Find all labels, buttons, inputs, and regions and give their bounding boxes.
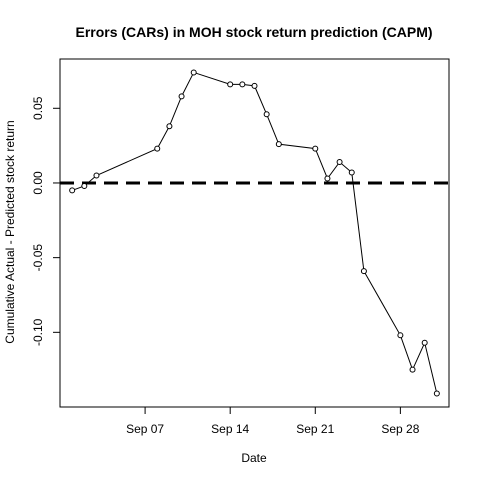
data-point	[190, 69, 197, 76]
data-point	[239, 81, 246, 88]
y-tick-label: 0.05	[31, 96, 45, 120]
y-tick-label: -0.05	[31, 244, 45, 272]
data-point	[360, 268, 367, 275]
y-tick-label: 0.00	[31, 171, 45, 195]
data-point	[166, 123, 173, 130]
data-point	[263, 111, 270, 118]
x-tick-label: Sep 28	[381, 422, 419, 436]
x-axis-label: Date	[241, 451, 267, 465]
chart-marks: Sep 07 Sep 14 Sep 21 Sep 28 0.05 0.00 -0.05 -0.…	[31, 69, 449, 436]
data-point	[433, 390, 440, 397]
data-point	[397, 332, 404, 339]
x-tick-label: Sep 21	[296, 422, 334, 436]
data-point	[178, 93, 185, 100]
data-point	[93, 172, 100, 179]
chart-title: Errors (CARs) in MOH stock return predic…	[75, 24, 432, 40]
data-point	[348, 169, 355, 176]
data-point	[251, 82, 258, 89]
data-point	[421, 339, 428, 346]
data-point	[336, 159, 343, 166]
data-point	[312, 145, 319, 152]
data-point	[81, 182, 88, 189]
y-axis-label: Cumulative Actual - Predicted stock retu…	[3, 120, 17, 343]
y-tick-label: -0.10	[31, 318, 45, 346]
series-line	[71, 71, 438, 394]
plot-frame	[59, 58, 450, 408]
data-point	[409, 366, 416, 373]
data-point	[324, 175, 331, 182]
x-tick-label: Sep 07	[126, 422, 164, 436]
data-point	[275, 141, 282, 148]
data-point	[69, 187, 76, 194]
x-tick-label: Sep 14	[211, 422, 249, 436]
data-point	[154, 145, 161, 152]
data-point	[227, 81, 234, 88]
